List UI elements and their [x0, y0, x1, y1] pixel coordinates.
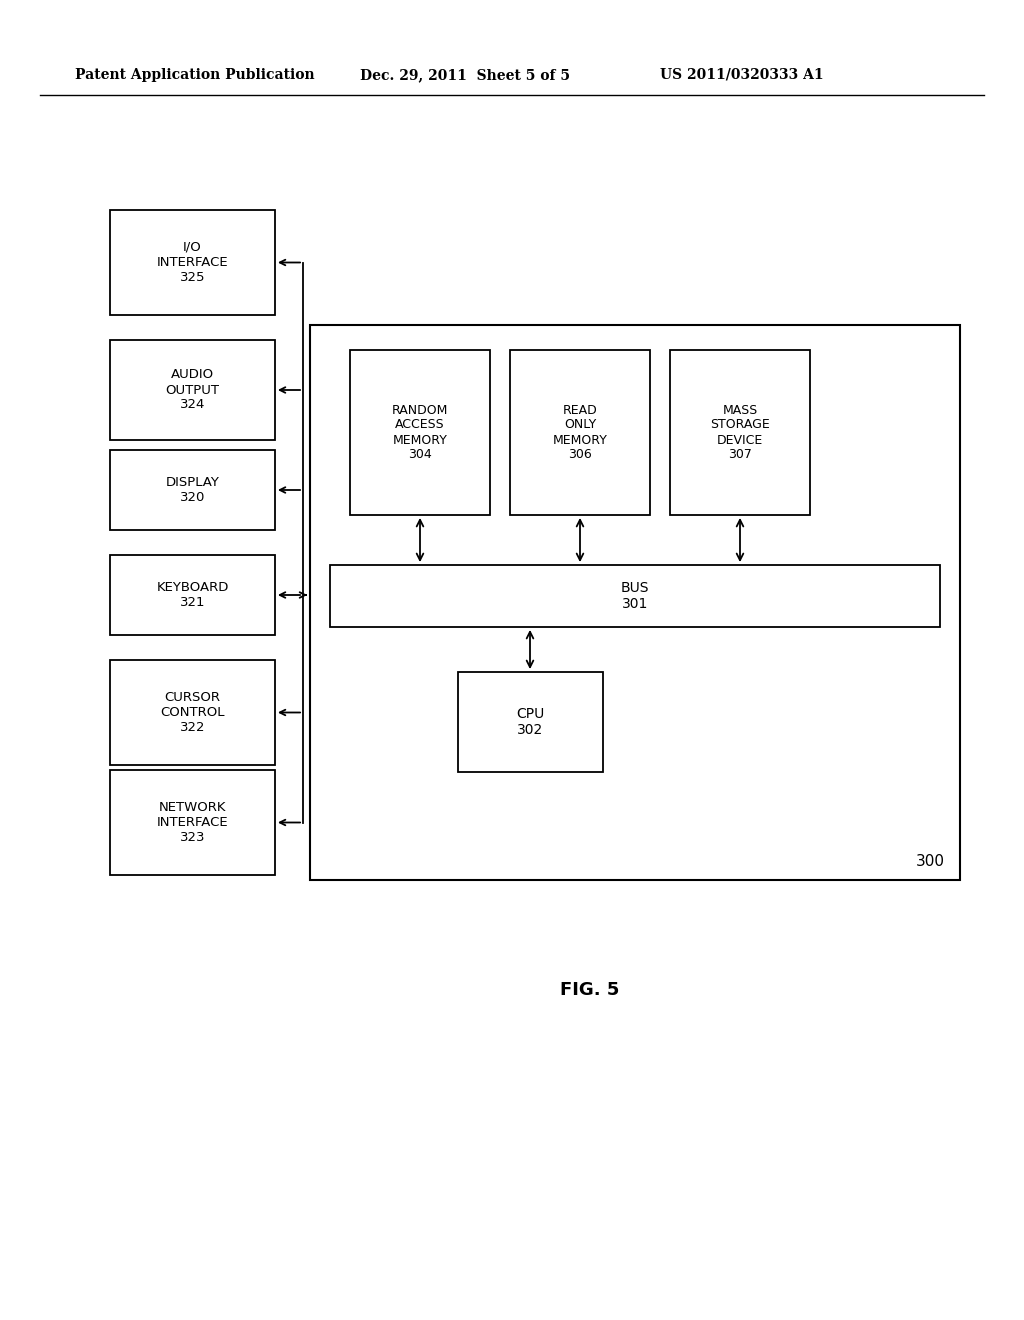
Text: US 2011/0320333 A1: US 2011/0320333 A1: [660, 69, 823, 82]
Text: AUDIO
OUTPUT
324: AUDIO OUTPUT 324: [166, 368, 219, 412]
Bar: [458, 672, 602, 772]
Bar: [330, 565, 940, 627]
Text: CPU
302: CPU 302: [516, 708, 544, 737]
Bar: [670, 350, 810, 515]
Bar: [110, 450, 275, 531]
Text: CURSOR
CONTROL
322: CURSOR CONTROL 322: [160, 690, 224, 734]
Bar: [350, 350, 490, 515]
Bar: [310, 325, 961, 880]
Bar: [110, 210, 275, 315]
Bar: [110, 554, 275, 635]
Text: KEYBOARD
321: KEYBOARD 321: [157, 581, 228, 609]
Bar: [110, 660, 275, 766]
Text: I/O
INTERFACE
325: I/O INTERFACE 325: [157, 242, 228, 284]
Text: 300: 300: [915, 854, 944, 870]
Text: RANDOM
ACCESS
MEMORY
304: RANDOM ACCESS MEMORY 304: [392, 404, 449, 462]
Text: MASS
STORAGE
DEVICE
307: MASS STORAGE DEVICE 307: [710, 404, 770, 462]
Text: READ
ONLY
MEMORY
306: READ ONLY MEMORY 306: [553, 404, 607, 462]
Bar: [510, 350, 650, 515]
Bar: [110, 341, 275, 440]
Text: Dec. 29, 2011  Sheet 5 of 5: Dec. 29, 2011 Sheet 5 of 5: [360, 69, 570, 82]
Text: NETWORK
INTERFACE
323: NETWORK INTERFACE 323: [157, 801, 228, 843]
Text: DISPLAY
320: DISPLAY 320: [166, 477, 219, 504]
Text: BUS
301: BUS 301: [621, 581, 649, 611]
Text: FIG. 5: FIG. 5: [560, 981, 620, 999]
Text: Patent Application Publication: Patent Application Publication: [75, 69, 314, 82]
Bar: [110, 770, 275, 875]
